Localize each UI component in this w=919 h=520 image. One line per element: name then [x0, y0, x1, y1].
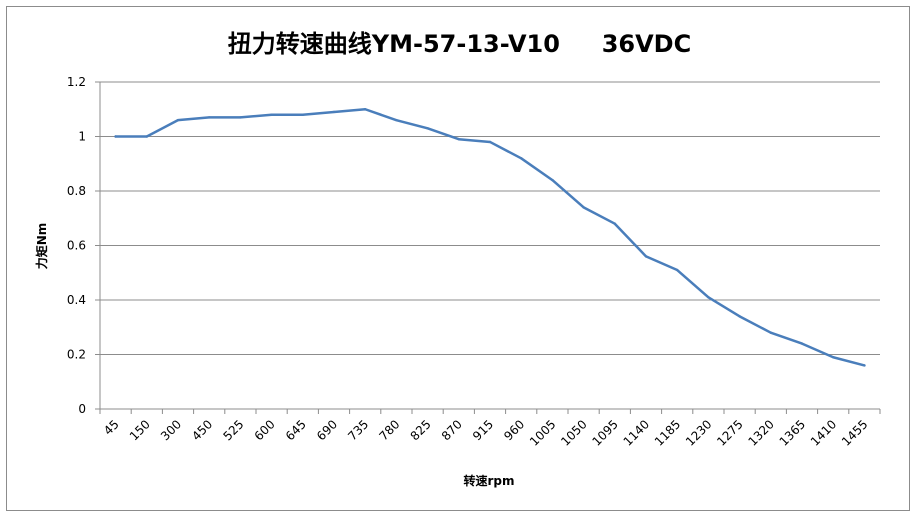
- data-point: [800, 342, 804, 345]
- data-point: [551, 178, 554, 182]
- data-point: [520, 157, 523, 160]
- data-point: [582, 206, 585, 209]
- x-tick-label: 1050: [558, 417, 589, 448]
- x-tick-label: 645: [283, 417, 309, 443]
- x-tick-label: 1230: [683, 417, 714, 448]
- x-tick-label: 150: [127, 417, 153, 443]
- y-tick-label: 0.8: [67, 184, 86, 198]
- data-point: [707, 296, 710, 299]
- x-tick-label: 690: [314, 417, 340, 443]
- data-point: [738, 315, 741, 318]
- x-axis-title: 转速rpm: [463, 473, 514, 488]
- data-point: [676, 268, 679, 272]
- data-point: [426, 127, 429, 130]
- y-tick-labels: 0 0.2 0.4 0.6 0.8 1 1.2: [67, 75, 86, 416]
- data-point: [208, 116, 211, 119]
- x-tick-label: 1005: [527, 417, 558, 448]
- data-point: [270, 113, 273, 116]
- y-tick-label: 0.6: [67, 239, 86, 253]
- data-point: [863, 364, 866, 367]
- y-tick-label: 0.2: [67, 348, 86, 362]
- data-point: [644, 255, 648, 258]
- x-tick-label: 780: [376, 417, 402, 443]
- y-tick-label: 0.4: [67, 293, 86, 307]
- chart-title: 扭力转速曲线YM-57-13-V10 36VDC: [227, 30, 692, 58]
- chart-frame: [6, 6, 910, 511]
- series-group: [114, 108, 866, 367]
- x-tick-label: 960: [501, 417, 527, 443]
- x-tick-label: 45: [101, 417, 122, 438]
- data-point: [301, 113, 304, 116]
- gridlines: [100, 81, 880, 355]
- x-tick-label: 300: [158, 417, 184, 443]
- x-tick-label: 825: [408, 417, 434, 443]
- data-point: [769, 331, 772, 334]
- data-point: [145, 135, 148, 138]
- data-point: [488, 140, 492, 144]
- x-tick-labels: 45 150 300 450 525 600 645 690 735 780 825 870 915 96…: [101, 417, 871, 448]
- y-tick-label: 0: [78, 402, 86, 416]
- x-tick-label: 1410: [808, 417, 839, 448]
- data-point: [457, 138, 460, 141]
- x-tick-label: 1185: [652, 417, 683, 448]
- data-point: [832, 356, 835, 359]
- data-point: [395, 118, 398, 122]
- data-point: [114, 135, 117, 138]
- x-tick-label: 525: [220, 417, 246, 443]
- y-axis-title: 力矩Nm: [34, 223, 49, 270]
- data-point: [364, 108, 367, 111]
- x-tick-label: 1455: [839, 417, 870, 448]
- x-tick-label: 735: [345, 417, 371, 443]
- data-point: [176, 118, 180, 122]
- x-tick-label: 600: [252, 417, 278, 443]
- series-line: [114, 108, 866, 367]
- x-tick-label: 1095: [589, 417, 620, 448]
- x-tick-label: 1140: [621, 417, 652, 448]
- data-point: [613, 222, 616, 225]
- x-tick-label: 450: [189, 417, 215, 443]
- x-tick-label: 915: [470, 417, 496, 443]
- x-tick-label: 1365: [777, 417, 808, 448]
- axes: [95, 81, 881, 414]
- data-point: [332, 110, 336, 114]
- x-tick-label: 1320: [745, 417, 776, 448]
- data-point: [239, 116, 242, 119]
- y-tick-label: 1.2: [67, 75, 86, 89]
- y-tick-label: 1: [78, 130, 86, 144]
- x-tick-label: 870: [439, 417, 465, 443]
- x-tick-label: 1275: [714, 417, 745, 448]
